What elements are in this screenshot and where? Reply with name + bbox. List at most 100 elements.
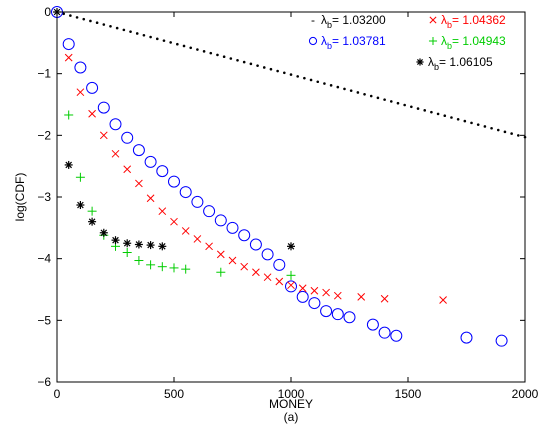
legend-entry: λb= 1.03781 <box>308 34 386 51</box>
series-0 <box>55 10 527 139</box>
dotted-line-dot <box>356 91 360 94</box>
y-tick-label: 0 <box>44 5 51 19</box>
data-point <box>64 160 73 169</box>
y-tick-label: −2 <box>37 128 51 142</box>
x-tick-label: 1000 <box>278 387 305 401</box>
data-point <box>226 221 239 234</box>
dotted-line-dot <box>316 80 320 84</box>
data-point <box>249 238 262 251</box>
dotted-line-dot <box>75 16 79 19</box>
data-point <box>308 297 321 310</box>
y-tick-label: −4 <box>37 252 51 266</box>
data-point <box>132 144 145 157</box>
data-point <box>357 293 366 301</box>
dotted-line-dot <box>470 121 473 125</box>
data-point <box>76 88 85 97</box>
dotted-line-dot <box>403 103 406 107</box>
dotted-line-dot <box>262 66 266 69</box>
dotted-line-dot <box>162 39 166 42</box>
legend-marker: - <box>311 13 315 27</box>
dotted-line-dot <box>329 84 333 87</box>
data-point <box>285 280 297 293</box>
data-point <box>181 227 190 235</box>
data-point <box>64 53 73 62</box>
dotted-line-dot <box>296 75 299 78</box>
data-point <box>64 110 74 120</box>
dotted-line-dot <box>222 55 226 59</box>
data-point <box>331 308 344 321</box>
dotted-line-dot <box>410 105 413 109</box>
dotted-line-dot <box>276 69 279 73</box>
dotted-line-dot <box>62 12 65 16</box>
dotted-line-dot <box>343 87 346 91</box>
legend-entry: λb= 1.04943 <box>428 34 506 51</box>
data-point <box>123 239 132 248</box>
dotted-line-dot <box>376 96 380 100</box>
data-point <box>146 194 155 203</box>
dotted-line-dot <box>115 26 119 30</box>
data-point <box>146 260 156 270</box>
legend-marker <box>429 16 437 24</box>
dotted-line-dot <box>483 125 487 128</box>
dotted-line-dot <box>155 37 159 41</box>
x-tick-label: 1500 <box>395 387 422 401</box>
data-point <box>135 179 143 188</box>
data-point <box>146 241 155 250</box>
legend-label: λb= 1.06105 <box>428 55 493 72</box>
dotted-line-dot <box>396 101 400 105</box>
data-point <box>193 235 202 243</box>
dotted-line-dot <box>416 107 420 110</box>
legend-label: λb= 1.04362 <box>441 13 506 30</box>
dotted-line-dot <box>503 130 507 134</box>
dotted-line-dot <box>323 82 326 85</box>
data-point <box>99 228 108 237</box>
data-point <box>74 61 87 74</box>
data-point <box>168 175 180 188</box>
dotted-line-dot <box>423 109 427 112</box>
dotted-line-dot <box>82 17 86 21</box>
data-point <box>228 256 237 265</box>
data-point <box>134 240 143 249</box>
data-point <box>343 311 356 324</box>
dotted-line-dot <box>443 114 447 118</box>
data-point <box>122 248 132 257</box>
data-point <box>179 186 192 199</box>
data-point <box>181 264 191 274</box>
data-point <box>298 284 307 293</box>
legend-label: λb= 1.03781 <box>321 34 386 51</box>
data-point <box>273 258 286 271</box>
data-point <box>439 296 447 304</box>
data-point <box>203 205 216 218</box>
chart-caption: (a) <box>284 410 299 424</box>
legend-marker <box>308 36 318 46</box>
data-point <box>169 263 179 273</box>
dotted-line-dot <box>383 98 386 101</box>
x-axis-label: MONEY <box>269 397 313 411</box>
dotted-line-dot <box>182 44 186 48</box>
data-point <box>320 305 333 318</box>
dotted-line-dot <box>456 118 460 121</box>
x-tick-label: 2000 <box>512 387 539 401</box>
dotted-line-dot <box>309 78 313 82</box>
dotted-line-dot <box>349 89 353 92</box>
dotted-line-dot <box>89 19 92 23</box>
data-point <box>286 270 296 280</box>
data-point <box>287 242 295 251</box>
data-point <box>157 262 167 272</box>
data-point <box>380 294 389 303</box>
dotted-line-dot <box>95 21 99 25</box>
dotted-line-dot <box>389 100 393 103</box>
data-point <box>378 326 391 339</box>
data-point <box>310 286 319 295</box>
legend-label: λb= 1.04943 <box>441 34 506 51</box>
data-point <box>333 291 342 300</box>
data-point <box>191 195 204 208</box>
data-point <box>156 165 169 178</box>
legend-entry: - λb= 1.03200 <box>311 13 386 30</box>
data-point <box>275 277 284 286</box>
data-point <box>296 290 309 303</box>
series-2 <box>64 53 447 304</box>
data-point <box>158 242 167 251</box>
data-point <box>111 236 120 245</box>
data-point <box>62 38 75 51</box>
